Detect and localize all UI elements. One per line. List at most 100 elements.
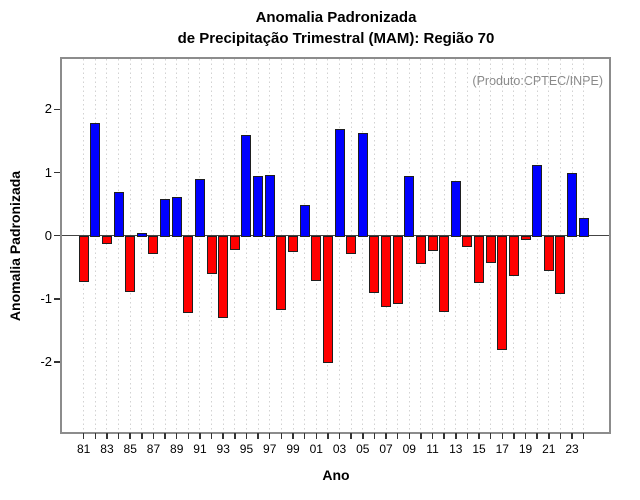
gridline-20 — [536, 59, 538, 432]
x-tick-label-13: 13 — [449, 442, 463, 456]
x-tick-label-17: 17 — [495, 442, 509, 456]
chart-title-line1: Anomalia Padronizada — [255, 9, 417, 26]
gridline-09 — [408, 59, 410, 432]
x-tick-label-01: 01 — [309, 442, 323, 456]
y-tick-label-2: 2 — [44, 101, 52, 117]
bar-90 — [183, 235, 194, 313]
bar-24 — [578, 218, 589, 237]
x-tick-03 — [338, 433, 341, 439]
x-tick-89 — [175, 433, 178, 439]
gridline-88 — [164, 59, 166, 432]
x-tick-21 — [548, 433, 550, 439]
bar-11 — [427, 235, 438, 252]
x-tick-14 — [466, 433, 469, 439]
x-tick-17 — [501, 433, 504, 439]
bar-92 — [206, 235, 217, 274]
chart-title-line2: de Precipitação Trimestral (MAM): Região… — [177, 30, 495, 47]
x-tick-18 — [513, 433, 515, 439]
y-tick-label--2: -2 — [40, 354, 52, 370]
x-tick-label-03: 03 — [332, 442, 347, 456]
x-tick-08 — [396, 433, 399, 439]
bar-02 — [322, 235, 333, 364]
bar-89 — [171, 196, 182, 237]
x-tick-86 — [141, 433, 143, 439]
gridline-97 — [269, 59, 271, 432]
bar-04 — [346, 235, 357, 254]
gridline-05 — [362, 59, 364, 432]
x-tick-label-93: 93 — [216, 442, 230, 456]
x-tick-label-15: 15 — [472, 442, 486, 456]
bar-23 — [567, 173, 578, 237]
x-tick-12 — [443, 433, 445, 439]
bar-87 — [148, 235, 159, 254]
x-tick-label-89: 89 — [170, 442, 184, 456]
bar-14 — [462, 235, 473, 247]
bar-96 — [253, 176, 264, 237]
gridline-23 — [571, 59, 573, 432]
bar-19 — [520, 235, 531, 241]
x-tick-label-97: 97 — [263, 442, 277, 456]
x-tick-02 — [327, 433, 329, 439]
bar-22 — [555, 235, 566, 294]
bar-91 — [194, 178, 205, 237]
gridline-00 — [304, 59, 306, 432]
gridline-91 — [199, 59, 201, 432]
x-tick-label-11: 11 — [426, 442, 439, 456]
x-tick-85 — [129, 433, 131, 439]
x-tick-label-05: 05 — [356, 442, 370, 456]
bar-10 — [415, 235, 426, 265]
x-tick-88 — [164, 433, 166, 439]
y-tick--2 — [54, 361, 60, 363]
bar-06 — [369, 235, 380, 293]
bar-17 — [497, 235, 508, 350]
x-tick-94 — [234, 433, 236, 439]
x-tick-label-99: 99 — [286, 442, 300, 456]
gridline-96 — [257, 59, 259, 432]
bar-13 — [450, 180, 461, 237]
bar-08 — [392, 235, 403, 305]
bar-00 — [299, 205, 310, 237]
gridline-95 — [245, 59, 247, 432]
x-tick-84 — [117, 433, 120, 439]
x-tick-label-83: 83 — [100, 442, 114, 456]
y-tick-2 — [54, 108, 60, 111]
bar-15 — [474, 235, 485, 283]
x-tick-93 — [222, 433, 224, 439]
y-tick-1 — [54, 171, 60, 174]
bar-86 — [136, 232, 147, 237]
gridline-83 — [106, 59, 108, 432]
x-tick-label-81: 81 — [77, 442, 91, 456]
bar-05 — [357, 133, 368, 237]
bar-09 — [404, 175, 415, 237]
x-tick-04 — [350, 433, 352, 439]
bar-95 — [241, 135, 252, 237]
x-tick-24 — [582, 433, 585, 439]
x-tick-96 — [257, 433, 259, 439]
x-tick-81 — [82, 433, 85, 439]
y-tick-label-0: 0 — [44, 227, 52, 243]
x-tick-label-09: 09 — [402, 442, 416, 456]
x-tick-90 — [187, 433, 190, 439]
x-tick-label-23: 23 — [565, 442, 579, 456]
x-tick-98 — [280, 433, 283, 439]
y-tick--1 — [54, 298, 60, 300]
x-tick-97 — [268, 433, 271, 439]
bar-21 — [543, 235, 554, 272]
x-tick-06 — [373, 433, 376, 439]
x-tick-23 — [571, 433, 573, 439]
bar-07 — [381, 235, 392, 307]
y-tick-0 — [54, 234, 60, 237]
x-tick-91 — [199, 433, 201, 439]
x-tick-10 — [420, 433, 422, 439]
x-tick-87 — [152, 433, 155, 439]
bar-85 — [125, 235, 136, 292]
x-tick-label-07: 07 — [379, 442, 393, 456]
bar-03 — [334, 128, 345, 237]
x-tick-label-87: 87 — [146, 442, 161, 456]
x-tick-95 — [245, 433, 248, 439]
bar-81 — [78, 235, 89, 282]
x-tick-13 — [455, 433, 457, 439]
bar-83 — [101, 235, 112, 244]
x-tick-19 — [524, 433, 527, 439]
bar-93 — [218, 235, 229, 319]
